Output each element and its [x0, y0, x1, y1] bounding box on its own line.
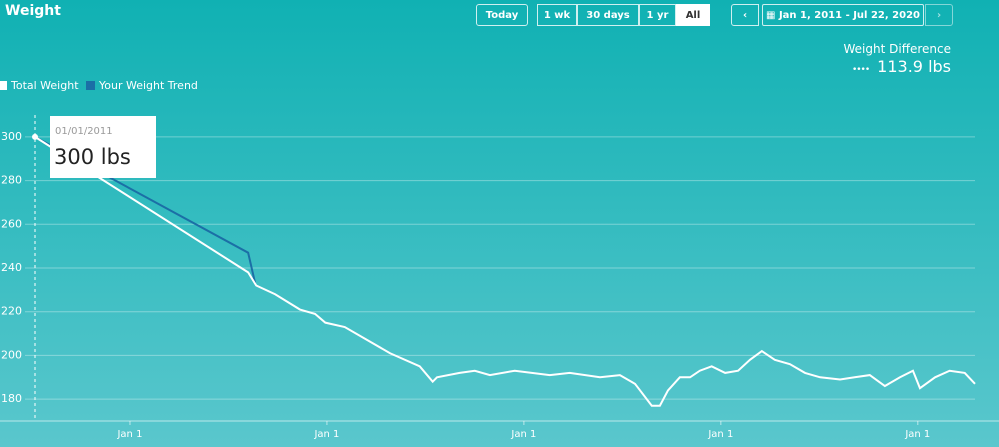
legend-label: Your Weight Trend	[98, 79, 198, 92]
x-tick-label: Jan 1	[116, 429, 142, 440]
page-title: Weight	[5, 3, 61, 19]
range-button[interactable]: All	[676, 4, 710, 26]
fitbit-icon: ••••	[851, 65, 870, 75]
y-tick-label: 280	[1, 174, 22, 187]
prev-button[interactable]: ‹	[731, 4, 759, 26]
y-tick-label: 180	[1, 392, 22, 405]
date-range: Jan 1, 2011 - Jul 22, 2020	[778, 10, 920, 21]
range-button[interactable]: 30 days	[577, 4, 639, 26]
y-tick-label: 220	[1, 305, 22, 318]
legend-swatch	[0, 81, 7, 90]
tooltip-date: 01/01/2011	[55, 126, 113, 137]
legend-label: Total Weight	[10, 79, 79, 92]
x-tick-label: Jan 1	[510, 429, 536, 440]
x-tick-label: Jan 1	[707, 429, 733, 440]
tooltip-box	[50, 116, 156, 178]
y-tick-label: 300	[1, 130, 22, 143]
y-tick-label: 200	[1, 348, 22, 361]
series-line	[34, 136, 976, 407]
y-tick-label: 240	[1, 261, 22, 274]
next-button[interactable]: ›	[925, 4, 953, 26]
y-tick-label: 260	[1, 217, 22, 230]
difference-number: 113.9 lbs	[877, 57, 951, 76]
date-range-button[interactable]: ▦ Jan 1, 2011 - Jul 22, 2020	[762, 4, 924, 26]
legend-swatch	[86, 81, 95, 90]
range-button[interactable]: 1 yr	[639, 4, 676, 26]
hover-dot	[32, 133, 38, 140]
difference-value: •••• 113.9 lbs	[852, 57, 951, 76]
difference-label: Weight Difference	[843, 42, 951, 56]
range-button[interactable]: 1 wk	[537, 4, 577, 26]
x-tick-label: Jan 1	[313, 429, 339, 440]
x-tick-label: Jan 1	[904, 429, 930, 440]
tooltip-value: 300 lbs	[54, 145, 131, 169]
range-button[interactable]: Today	[476, 4, 528, 26]
calendar-icon: ▦	[766, 10, 779, 21]
